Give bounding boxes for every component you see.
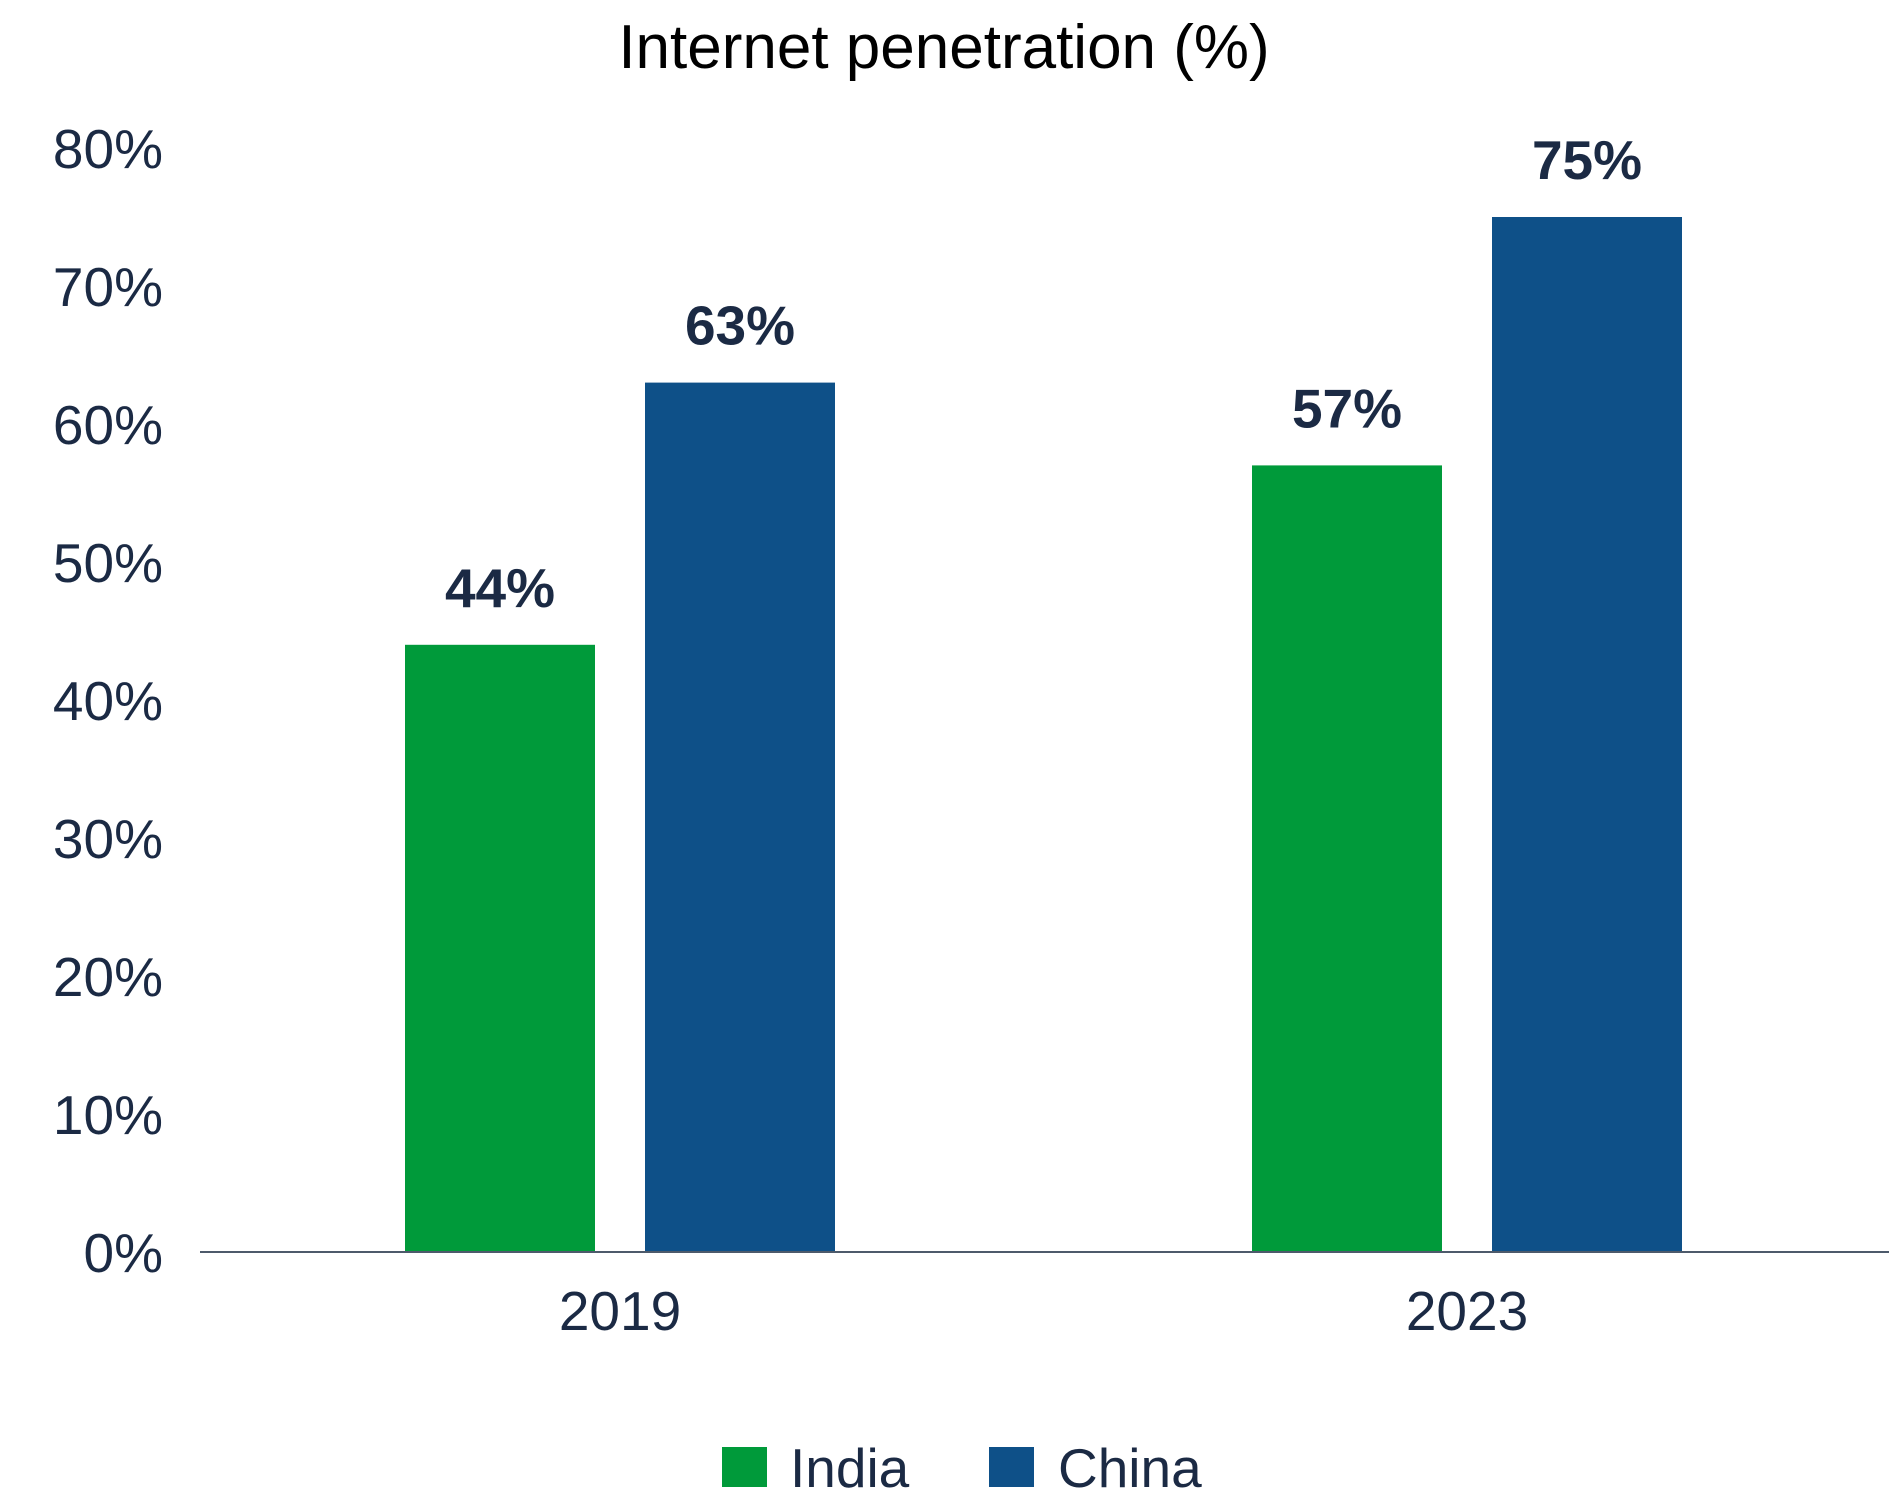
x-category-label: 2019 [559, 1280, 681, 1342]
bar-india-2019 [405, 644, 595, 1252]
x-axis-categories: 2019 2023 [559, 1280, 1528, 1342]
data-label: 63% [685, 295, 795, 357]
bar-china-2023 [1492, 217, 1682, 1252]
bar-india-2023 [1252, 465, 1442, 1252]
y-tick-label: 10% [53, 1084, 163, 1146]
y-tick-label: 50% [53, 532, 163, 594]
y-tick-label: 30% [53, 808, 163, 870]
y-tick-label: 80% [53, 118, 163, 180]
y-axis-ticks: 0% 10% 20% 30% 40% 50% 60% 70% 80% [53, 118, 163, 1284]
bars [405, 217, 1682, 1253]
y-tick-label: 40% [53, 670, 163, 732]
chart-title: Internet penetration (%) [618, 13, 1269, 82]
legend-swatch-india [722, 1447, 767, 1487]
y-tick-label: 70% [53, 256, 163, 318]
x-category-label: 2023 [1406, 1280, 1528, 1342]
y-tick-label: 0% [84, 1222, 164, 1284]
legend: India China [722, 1437, 1202, 1494]
y-tick-label: 20% [53, 946, 163, 1008]
data-label: 75% [1532, 129, 1642, 191]
legend-label-india: India [790, 1437, 910, 1494]
bar-china-2019 [645, 382, 835, 1253]
legend-swatch-china [989, 1447, 1034, 1487]
y-tick-label: 60% [53, 394, 163, 456]
value-labels: 44% 57% 63% 75% [445, 129, 1642, 619]
data-label: 57% [1292, 377, 1402, 439]
legend-label-china: China [1058, 1437, 1202, 1494]
data-label: 44% [445, 557, 555, 619]
